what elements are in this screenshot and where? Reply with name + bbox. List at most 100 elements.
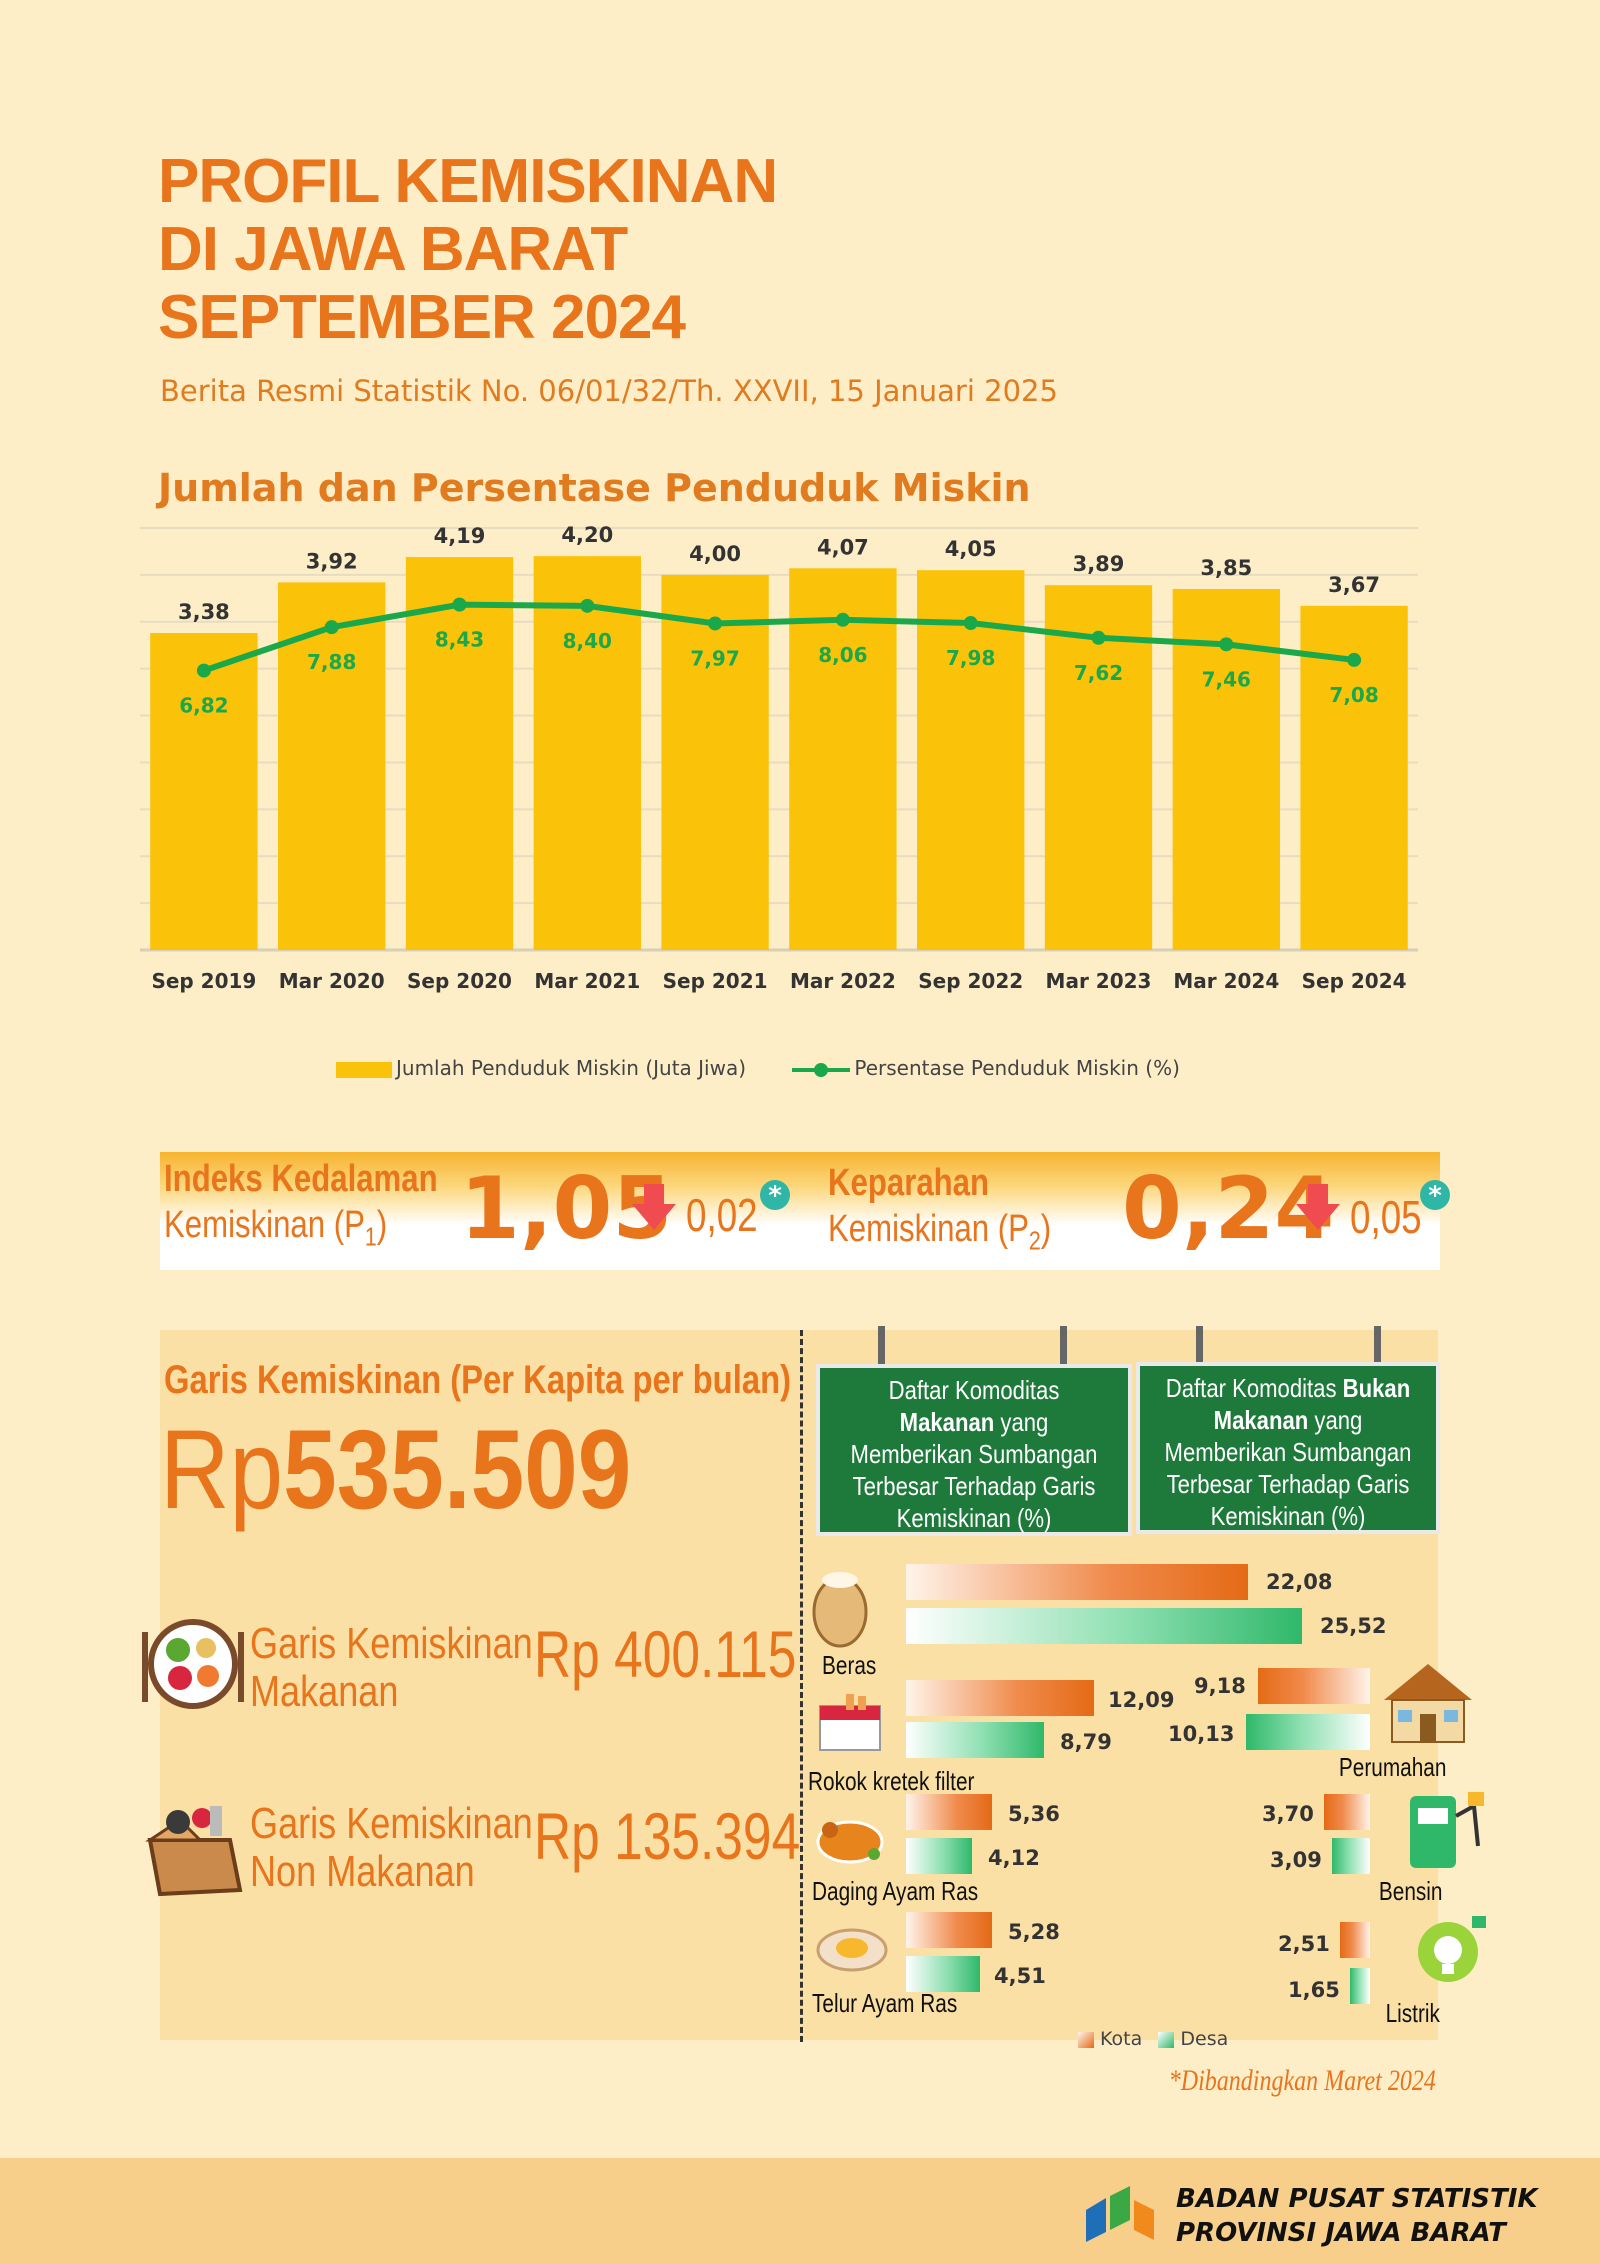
- legend-line-label: Persentase Penduduk Miskin (%): [854, 1056, 1180, 1080]
- poverty-chart: 3,38 Sep 2019 3,92 Mar 2020 4,19 Sep 2020 4,20…: [140, 523, 1418, 993]
- bar-listrik-kota: [1340, 1922, 1370, 1958]
- value-beras-kota: 22,08: [1266, 1570, 1333, 1594]
- bar-beras-kota: [906, 1564, 1248, 1600]
- p1-label-line1: Indeks Kedalaman: [164, 1158, 438, 1200]
- bar-sep-2020: [405, 557, 514, 950]
- x-tick-label: Mar 2023: [1046, 969, 1152, 993]
- percentage-point: [580, 598, 595, 613]
- roast-chicken-icon: [816, 1820, 884, 1864]
- percentage-point: [196, 663, 211, 678]
- bar-value-label: 3,38: [178, 600, 230, 624]
- percentage-point: [1347, 652, 1362, 667]
- p2-sub: 2: [1028, 1225, 1041, 1256]
- commodity-rokok: Rokok kretek filter: [808, 1766, 975, 1796]
- garis-nonmakanan-label-1: Garis Kemiskinan: [250, 1799, 533, 1848]
- value-listrik-kota: 2,51: [1278, 1932, 1330, 1956]
- bps-logo-icon: [1086, 2186, 1154, 2242]
- p2-down-arrow-icon: [1296, 1184, 1340, 1230]
- bar-ayam-desa: [906, 1838, 972, 1874]
- value-bensin-desa: 3,09: [1270, 1848, 1322, 1872]
- bar-value-label: 3,92: [306, 549, 358, 573]
- sign-post-3: [1196, 1326, 1203, 1366]
- p2-label-line2: Kemiskinan (P: [828, 1208, 1029, 1250]
- garis-currency: Rp: [160, 1407, 284, 1532]
- commodity-perumahan: Perumahan: [1338, 1752, 1446, 1782]
- x-tick-label: Mar 2022: [790, 969, 896, 993]
- commodity-bensin: Bensin: [1378, 1876, 1442, 1906]
- bar-perumahan-kota: [1258, 1668, 1370, 1704]
- footer-band: [0, 2158, 1600, 2264]
- chart-bars: [150, 556, 1408, 950]
- footnote: *Dibandingkan Maret 2024: [1168, 2064, 1436, 2097]
- bar-sep-2022: [917, 570, 1025, 950]
- title-line-1: PROFIL KEMISKINAN: [158, 147, 778, 216]
- bar-mar-2021: [533, 556, 641, 950]
- panel-divider: [800, 1330, 803, 2042]
- percentage-point: [708, 616, 723, 631]
- sign-bukan-bold2: Makanan: [1213, 1405, 1309, 1435]
- commodity-listrik: Listrik: [1385, 1998, 1440, 2028]
- p2-label: Keparahan Kemiskinan (P2): [828, 1162, 1052, 1256]
- chart-labels: 3,38 Sep 2019 3,92 Mar 2020 4,19 Sep 2020 4,20…: [151, 523, 1406, 993]
- p1-label-line2: Kemiskinan (P: [164, 1204, 365, 1246]
- bar-value-label: 3,85: [1200, 556, 1252, 580]
- sign-bukan-rest: yang: [1308, 1405, 1363, 1435]
- bar-beras-desa: [906, 1608, 1302, 1644]
- sign-bukan-makanan: Daftar Komoditas Bukan Makanan yang Memb…: [1136, 1362, 1440, 1534]
- bar-value-label: 4,20: [561, 523, 613, 547]
- percentage-value-label: 7,62: [1074, 661, 1123, 685]
- x-tick-label: Sep 2021: [663, 969, 768, 993]
- x-tick-label: Sep 2019: [151, 969, 256, 993]
- legend-bar-swatch: [336, 1061, 392, 1078]
- page-title: PROFIL KEMISKINAN DI JAWA BARAT SEPTEMBE…: [158, 147, 778, 352]
- bar-mar-2020: [278, 582, 386, 950]
- value-telur-kota: 5,28: [1008, 1920, 1060, 1944]
- sign-bukan-line5: Kemiskinan (%): [1210, 1501, 1366, 1531]
- garis-nonmakanan-label: Garis Kemiskinan Non Makanan: [250, 1800, 533, 1896]
- chart-title: Jumlah dan Persentase Penduduk Miskin: [158, 466, 1031, 510]
- x-tick-label: Sep 2020: [407, 969, 512, 993]
- percentage-line: [202, 601, 1355, 674]
- percentage-point: [1219, 637, 1234, 652]
- sign-bukan-bold1: Bukan: [1342, 1373, 1411, 1403]
- bar-telur-desa: [906, 1956, 980, 1992]
- value-rokok-kota: 12,09: [1108, 1688, 1175, 1712]
- sign-post-2: [1060, 1326, 1067, 1366]
- percentage-value-label: 8,40: [563, 629, 612, 653]
- desa-swatch: [1158, 2031, 1175, 2048]
- bar-value-label: 4,19: [434, 524, 486, 548]
- kota-desa-legend: Kota Desa: [1078, 2028, 1228, 2050]
- garis-value: Rp535.509: [160, 1410, 631, 1530]
- p1-change: 0,02: [686, 1189, 758, 1241]
- percentage-value-label: 8,43: [435, 628, 484, 652]
- bar-bensin-kota: [1324, 1794, 1370, 1830]
- sign-makanan-line3: Memberikan Sumbangan: [850, 1439, 1098, 1469]
- bar-mar-2023: [1044, 585, 1153, 950]
- value-telur-desa: 4,51: [994, 1964, 1046, 1988]
- percentage-point: [324, 620, 339, 635]
- bps-line2: PROVINSI JAWA BARAT: [1176, 2218, 1506, 2248]
- p1-label: Indeks Kedalaman Kemiskinan (P1): [164, 1158, 438, 1252]
- sign-makanan: Daftar Komoditas Makanan yang Memberikan…: [816, 1364, 1132, 1536]
- egg-bowl-icon: [816, 1928, 888, 1972]
- p1-star-icon: *: [760, 1180, 790, 1211]
- value-rokok-desa: 8,79: [1060, 1730, 1112, 1754]
- chart-line: [196, 597, 1362, 678]
- p2-value: 0,24: [1122, 1159, 1335, 1259]
- percentage-value-label: 7,88: [307, 650, 356, 674]
- bar-listrik-desa: [1350, 1968, 1370, 2004]
- p1-sub: 1: [364, 1221, 377, 1252]
- legend-line-swatch: [792, 1062, 851, 1077]
- value-listrik-desa: 1,65: [1288, 1978, 1340, 2002]
- sign-bukan-line1: Daftar Komoditas: [1165, 1373, 1343, 1403]
- sign-makanan-bold: Makanan: [899, 1407, 995, 1437]
- bar-rokok-kota: [906, 1680, 1094, 1716]
- bar-value-label: 4,00: [689, 542, 741, 566]
- percentage-value-label: 6,82: [179, 694, 228, 718]
- bar-ayam-kota: [906, 1794, 992, 1830]
- kota-label: Kota: [1100, 2028, 1143, 2050]
- rice-sack-icon: [812, 1572, 868, 1648]
- bar-value-label: 3,67: [1328, 573, 1380, 597]
- percentage-value-label: 7,08: [1329, 683, 1378, 707]
- bar-sep-2021: [661, 574, 769, 950]
